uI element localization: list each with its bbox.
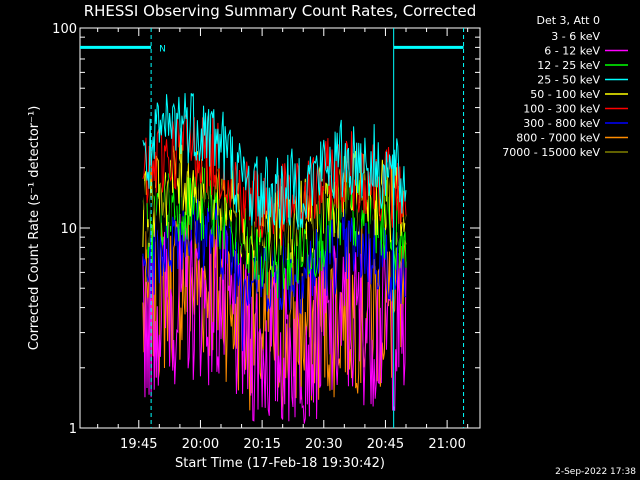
series-line-3-6kev xyxy=(142,142,407,279)
series-layer xyxy=(142,93,407,424)
legend-label: 100 - 300 keV xyxy=(523,103,600,116)
legend-label: 7000 - 15000 keV xyxy=(502,146,600,159)
y-axis-ticks: 1 10 100 xyxy=(52,22,480,437)
series-line-50-100kev xyxy=(142,135,407,270)
series-line-25-50kev xyxy=(142,93,407,233)
y-tick-label: 10 xyxy=(60,222,77,237)
x-axis-ticks: 19:45 20:00 20:15 20:30 20:45 21:00 xyxy=(97,28,469,452)
x-tick-label: 20:00 xyxy=(182,437,219,452)
attenuator-markers: N xyxy=(80,28,465,428)
x-tick-label: 20:30 xyxy=(305,437,342,452)
x-axis-label: Start Time (17-Feb-18 19:30:42) xyxy=(175,456,385,471)
legend-label: 50 - 100 keV xyxy=(530,88,600,101)
legend-label: 800 - 7000 keV xyxy=(516,132,600,145)
x-tick-label: 21:00 xyxy=(428,437,465,452)
legend-label: 3 - 6 keV xyxy=(551,30,600,43)
legend-label: 6 - 12 keV xyxy=(544,45,600,58)
x-tick-label: 20:45 xyxy=(367,437,404,452)
state-label: N xyxy=(159,44,166,54)
x-tick-label: 20:15 xyxy=(243,437,280,452)
y-tick-label: 100 xyxy=(52,22,77,37)
footer-date: 2-Sep-2022 17:38 xyxy=(555,467,636,477)
y-tick-label: 1 xyxy=(69,422,77,437)
chart-title: RHESSI Observing Summary Count Rates, Co… xyxy=(84,2,477,20)
x-tick-label: 19:45 xyxy=(120,437,157,452)
legend-label: 12 - 25 keV xyxy=(537,59,600,72)
legend-label: 25 - 50 keV xyxy=(537,74,600,87)
series-line-6-12kev xyxy=(142,213,407,424)
y-axis-label: Corrected Count Rate (s⁻¹ detector⁻¹) xyxy=(27,106,42,351)
legend-label: 300 - 800 keV xyxy=(523,117,600,130)
legend-title: Det 3, Att 0 xyxy=(537,14,601,27)
